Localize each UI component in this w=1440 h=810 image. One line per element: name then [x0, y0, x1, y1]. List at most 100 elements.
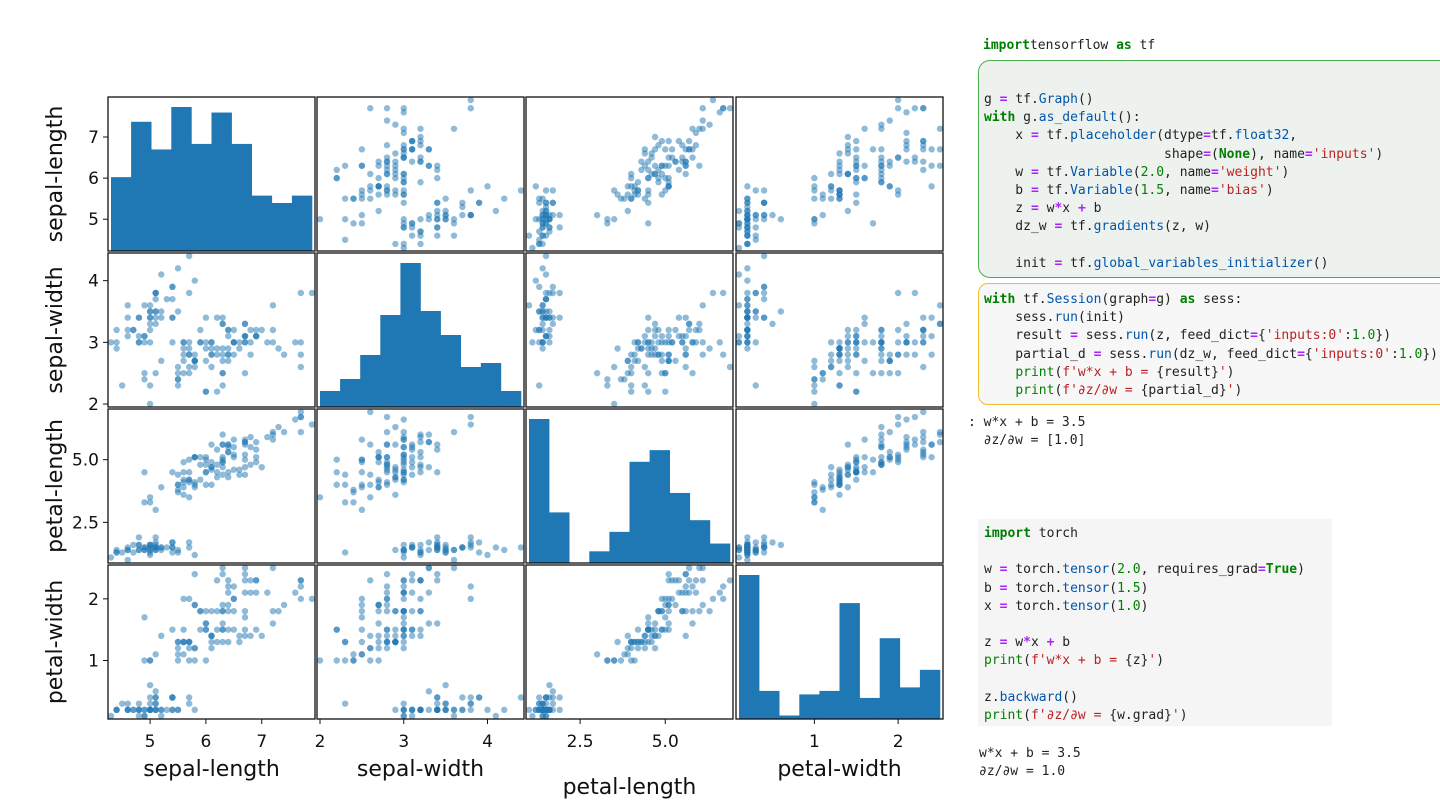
scatter-point-sepal-length-vs-petal-width [853, 191, 860, 198]
scatter-point-petal-width-vs-sepal-length [225, 607, 232, 615]
scatter-point-petal-length-vs-sepal-width [392, 491, 399, 498]
code-token: ) [1234, 383, 1243, 399]
pytorch-code-cell[interactable]: import torch w = torch.tensor(2.0, requi… [978, 519, 1332, 726]
scatter-point-sepal-length-vs-petal-length [593, 211, 601, 219]
pytorch-output: w*x + b = 3.5 ∂z/∂w = 1.0 [979, 745, 1179, 789]
code-line: z.backward() [984, 689, 1332, 707]
scatter-point-sepal-width-vs-petal-width [744, 289, 751, 297]
scatter-point-sepal-width-vs-petal-width [903, 332, 910, 340]
scatter-point-petal-length-vs-sepal-width [400, 541, 407, 549]
scatter-point-sepal-width-vs-sepal-length [208, 339, 215, 346]
scatter-point-petal-width-vs-sepal-length [185, 595, 193, 603]
scatter-point-sepal-length-vs-petal-width [878, 125, 885, 132]
code-token: 2.0 [1117, 562, 1141, 578]
code-token: 2.0 [1140, 164, 1165, 180]
scatter-point-petal-width-vs-sepal-length [135, 706, 143, 714]
tensorflow-import-cell[interactable]: importtensorflow as tf [983, 37, 1440, 57]
scatter-point-petal-width-vs-sepal-length [191, 644, 198, 652]
scatter-point-petal-width-vs-sepal-length [269, 620, 277, 627]
hist-bar-petal-length [609, 531, 630, 563]
code-token: ' [1148, 653, 1157, 669]
scatter-point-petal-length-vs-sepal-length [269, 436, 277, 443]
scatter-point-petal-width-vs-sepal-width [392, 706, 399, 714]
scatter-point-petal-length-vs-sepal-length [241, 438, 249, 446]
scatter-point-petal-length-vs-sepal-width [450, 546, 458, 554]
scatter-point-sepal-width-vs-petal-length [539, 302, 546, 309]
scatter-point-sepal-length-vs-petal-length [719, 105, 727, 112]
scatter-point-petal-width-vs-sepal-length [146, 681, 154, 689]
code-token: with [984, 110, 1016, 126]
code-line [984, 543, 1332, 561]
tensorflow-session-cell[interactable]: with tf.Session(graph=g) as sess: sess.r… [978, 283, 1440, 405]
scatter-point-petal-width-vs-sepal-width [434, 570, 441, 578]
scatter-point-petal-width-vs-petal-length [556, 706, 563, 714]
tensorflow-graph-cell[interactable]: g = tf.Graph() with g.as_default(): x = t… [978, 60, 1440, 278]
scatter-point-sepal-length-vs-sepal-width [392, 174, 399, 182]
scatter-point-sepal-length-vs-petal-width [844, 170, 852, 178]
scatter-point-sepal-length-vs-petal-width [920, 166, 927, 174]
scatter-point-sepal-width-vs-sepal-length [202, 314, 210, 321]
code-token: (init) [1077, 310, 1125, 326]
scatter-point-sepal-width-vs-sepal-length [135, 314, 143, 321]
scatter-point-sepal-width-vs-sepal-length [191, 357, 198, 365]
scatter-point-petal-width-vs-sepal-length [252, 577, 260, 584]
scatter-point-sepal-width-vs-petal-width [735, 271, 743, 278]
code-line [984, 616, 1332, 634]
scatter-point-sepal-width-vs-petal-width [886, 357, 893, 365]
scatter-point-petal-width-vs-sepal-length [202, 607, 210, 615]
scatter-point-petal-width-vs-sepal-length [213, 607, 221, 615]
code-line: print(f'w*x + b = {z}') [984, 652, 1332, 670]
scatter-point-sepal-length-vs-sepal-width [425, 162, 433, 169]
code-token: : [1391, 346, 1399, 362]
scatter-point-petal-width-vs-petal-length [549, 700, 557, 707]
x-axis-label-petal-length: petal-length [563, 775, 697, 800]
scatter-point-petal-width-vs-sepal-length [185, 644, 193, 652]
scatter-point-petal-length-vs-petal-width [869, 469, 877, 476]
scatter-point-sepal-length-vs-sepal-width [400, 179, 407, 186]
code-token: tf. [1038, 128, 1071, 144]
hist-bar-sepal-length [151, 149, 172, 251]
scatter-point-petal-width-vs-sepal-width [383, 632, 391, 640]
code-token: ) [1226, 364, 1235, 380]
scatter-point-sepal-width-vs-petal-length [682, 332, 689, 340]
scatter-point-petal-width-vs-sepal-length [158, 712, 165, 720]
scatter-point-petal-length-vs-petal-width [878, 443, 885, 451]
code-token: Variable [1070, 164, 1133, 180]
scatter-point-petal-length-vs-sepal-width [475, 549, 483, 556]
code-token: ) [1297, 562, 1305, 578]
scatter-point-sepal-length-vs-petal-width [936, 162, 944, 169]
scatter-point-petal-width-vs-sepal-width [425, 564, 433, 572]
code-token: = [1030, 164, 1039, 180]
scatter-point-petal-length-vs-sepal-length [191, 453, 198, 461]
code-line: print(f'w*x + b = {result}') [984, 364, 1440, 382]
code-token: {z} [1124, 653, 1149, 669]
scatter-point-petal-width-vs-sepal-width [367, 644, 374, 652]
scatter-point-sepal-width-vs-petal-width [920, 314, 927, 321]
panel-frame [316, 408, 525, 564]
scatter-point-sepal-length-vs-petal-width [853, 154, 860, 161]
scatter-point-petal-width-vs-petal-length [699, 601, 706, 609]
scatter-point-sepal-width-vs-petal-width [811, 388, 818, 395]
scatter-point-sepal-width-vs-petal-width [936, 320, 944, 328]
scatter-point-petal-width-vs-sepal-length [113, 706, 120, 714]
scatter-point-petal-width-vs-sepal-width [383, 601, 391, 609]
scatter-point-sepal-length-vs-petal-width [827, 195, 835, 202]
scatter-point-sepal-length-vs-sepal-width [475, 199, 483, 206]
hist-bar-sepal-width [420, 311, 441, 407]
scatter-point-sepal-length-vs-petal-length [655, 174, 662, 182]
scatter-point-petal-width-vs-sepal-length [141, 657, 148, 664]
code-token: None [1218, 146, 1251, 162]
code-token: ∂z/∂w = 1.0 [979, 764, 1066, 780]
code-token: shape [984, 146, 1204, 162]
panel-frame [107, 252, 316, 408]
scatter-point-sepal-width-vs-sepal-length [219, 382, 226, 389]
scatter-point-sepal-length-vs-petal-length [624, 207, 631, 215]
scatter-point-sepal-width-vs-sepal-length [169, 339, 176, 346]
scatter-point-petal-length-vs-sepal-length [219, 441, 226, 448]
scatter-point-sepal-width-vs-petal-width [844, 357, 852, 365]
scatter-point-petal-width-vs-sepal-length [158, 632, 165, 640]
scatter-point-sepal-width-vs-sepal-length [180, 357, 187, 365]
scatter-point-petal-length-vs-sepal-length [169, 539, 176, 546]
scatter-point-petal-length-vs-sepal-length [202, 469, 210, 476]
scatter-point-petal-width-vs-petal-length [719, 583, 727, 590]
